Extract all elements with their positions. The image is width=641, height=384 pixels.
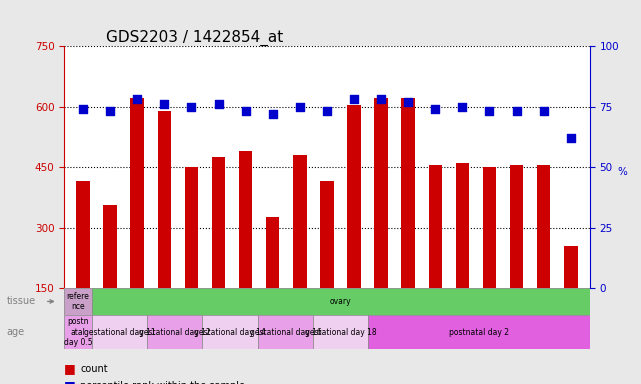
Bar — [374, 98, 388, 288]
Bar — [537, 165, 551, 288]
Text: refere
nce: refere nce — [67, 292, 89, 311]
Text: postnatal day 2: postnatal day 2 — [449, 328, 509, 337]
Point — [267, 111, 278, 117]
Point — [105, 108, 115, 114]
Point — [457, 103, 467, 109]
FancyBboxPatch shape — [313, 315, 369, 349]
Bar — [185, 167, 198, 288]
Bar — [293, 155, 306, 288]
Text: gestational day 18: gestational day 18 — [305, 328, 376, 337]
Bar — [510, 165, 523, 288]
Text: ■: ■ — [64, 379, 76, 384]
Point — [485, 108, 495, 114]
FancyBboxPatch shape — [258, 315, 313, 349]
Point — [187, 103, 197, 109]
Point — [430, 106, 440, 112]
FancyBboxPatch shape — [203, 315, 258, 349]
Text: count: count — [80, 364, 108, 374]
FancyBboxPatch shape — [92, 315, 147, 349]
Point — [538, 108, 549, 114]
Point — [213, 101, 224, 107]
FancyBboxPatch shape — [64, 315, 92, 349]
Text: ovary: ovary — [330, 297, 351, 306]
Text: GDS2203 / 1422854_at: GDS2203 / 1422854_at — [106, 30, 283, 46]
Text: ■: ■ — [64, 362, 76, 375]
Bar — [564, 246, 578, 288]
Bar — [456, 163, 469, 288]
Bar — [483, 167, 496, 288]
Point — [349, 96, 359, 103]
Text: age: age — [6, 327, 24, 337]
Point — [512, 108, 522, 114]
Bar — [103, 205, 117, 288]
FancyBboxPatch shape — [64, 288, 92, 315]
Point — [565, 135, 576, 141]
Bar — [212, 157, 225, 288]
Text: gestational day 12: gestational day 12 — [139, 328, 211, 337]
Point — [322, 108, 332, 114]
Y-axis label: %: % — [617, 167, 627, 177]
Point — [78, 106, 88, 112]
Text: gestational day 11: gestational day 11 — [83, 328, 155, 337]
Bar — [429, 165, 442, 288]
Bar — [401, 98, 415, 288]
Point — [376, 96, 387, 103]
Bar — [266, 217, 279, 288]
Bar — [239, 151, 253, 288]
Text: tissue: tissue — [6, 296, 35, 306]
FancyBboxPatch shape — [147, 315, 203, 349]
Text: percentile rank within the sample: percentile rank within the sample — [80, 381, 245, 384]
Bar — [347, 104, 361, 288]
Point — [132, 96, 142, 103]
Text: postn
atal
day 0.5: postn atal day 0.5 — [63, 317, 92, 347]
FancyBboxPatch shape — [369, 315, 590, 349]
Bar — [158, 111, 171, 288]
Bar — [320, 181, 334, 288]
FancyBboxPatch shape — [92, 288, 590, 315]
Text: gestational day 16: gestational day 16 — [249, 328, 321, 337]
Text: gestational day 14: gestational day 14 — [194, 328, 266, 337]
Bar — [76, 181, 90, 288]
Point — [159, 101, 169, 107]
Point — [295, 103, 305, 109]
Point — [240, 108, 251, 114]
Point — [403, 99, 413, 105]
Bar — [131, 98, 144, 288]
